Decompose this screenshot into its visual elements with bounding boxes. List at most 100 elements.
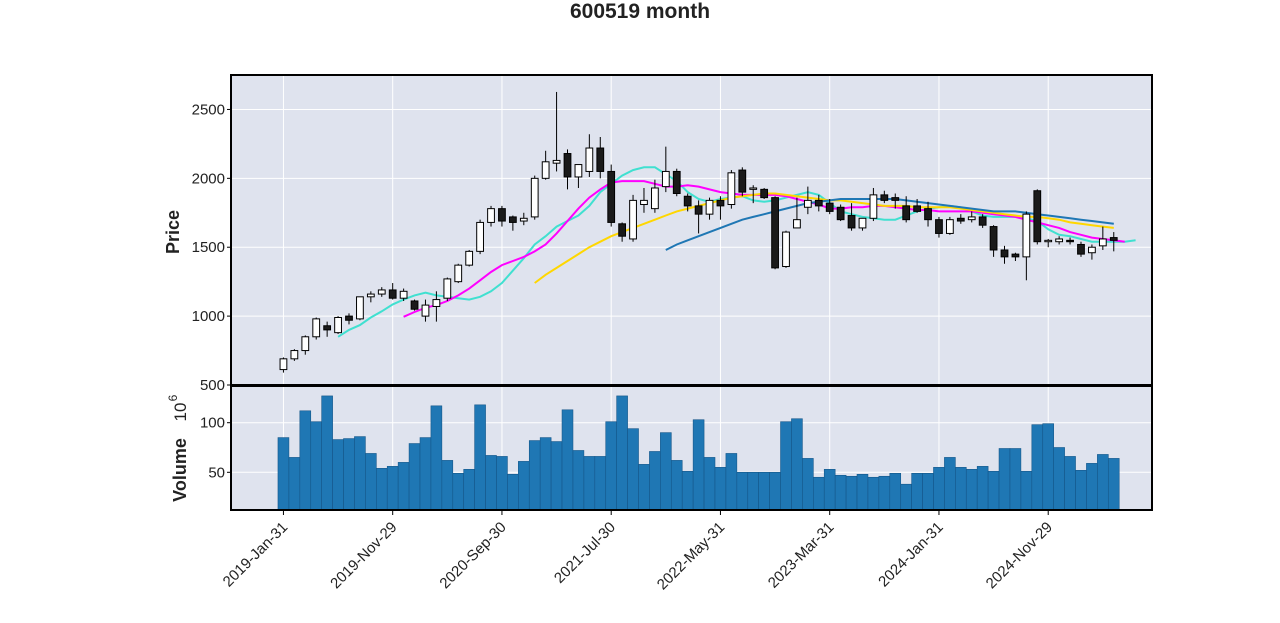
volume-bar bbox=[780, 421, 792, 511]
volume-bar bbox=[813, 476, 825, 511]
candle-body bbox=[749, 187, 758, 190]
candle-body bbox=[1077, 243, 1085, 255]
volume-bar bbox=[365, 453, 377, 511]
volume-bar bbox=[354, 436, 366, 511]
candle-body bbox=[530, 177, 539, 218]
candle-body bbox=[640, 199, 648, 206]
candle-body bbox=[487, 208, 495, 223]
volume-bar bbox=[944, 457, 956, 511]
volume-bar bbox=[976, 466, 989, 511]
volume-bar bbox=[518, 461, 530, 511]
volume-bar bbox=[769, 472, 781, 511]
candle-body bbox=[454, 264, 463, 283]
volume-bar bbox=[485, 455, 497, 511]
volume-bar bbox=[343, 438, 355, 511]
volume-tick-label: 100 bbox=[200, 415, 225, 432]
volume-bar bbox=[1031, 424, 1044, 511]
volume-bar bbox=[539, 437, 552, 511]
volume-bar bbox=[660, 432, 672, 511]
volume-bar bbox=[1042, 423, 1054, 511]
candle-body bbox=[1088, 246, 1096, 254]
candle-body bbox=[891, 197, 900, 201]
x-tick-label: 2024-Nov-29 bbox=[983, 519, 1056, 592]
volume-bar bbox=[878, 475, 891, 511]
volume-bar bbox=[332, 439, 344, 511]
volume-bar bbox=[397, 462, 410, 511]
volume-bar bbox=[419, 437, 432, 511]
candle-body bbox=[814, 199, 823, 207]
candle-body bbox=[836, 206, 845, 221]
candle-body bbox=[519, 217, 528, 222]
candle-body bbox=[771, 197, 779, 269]
candle-body bbox=[924, 208, 932, 221]
candle-body bbox=[847, 215, 856, 229]
volume-bar bbox=[998, 448, 1011, 511]
volume-bar bbox=[605, 421, 617, 511]
candle-body bbox=[1000, 249, 1009, 258]
volume-bar bbox=[288, 457, 301, 511]
volume-bar bbox=[1086, 463, 1098, 511]
price-tick-label: 2000 bbox=[192, 170, 225, 187]
candle-body bbox=[334, 316, 342, 334]
x-tick-label: 2019-Jan-31 bbox=[220, 519, 292, 591]
candle-body bbox=[716, 199, 725, 207]
volume-bar bbox=[670, 460, 683, 511]
volume-bar bbox=[845, 475, 858, 511]
candle-body bbox=[727, 172, 736, 206]
candle-body bbox=[825, 202, 834, 212]
candle-body bbox=[323, 325, 332, 331]
volume-tick-label: 50 bbox=[208, 464, 225, 481]
x-tick-label: 2021-Jul-30 bbox=[551, 519, 619, 587]
candle-body bbox=[421, 304, 430, 317]
candle-body bbox=[290, 350, 299, 360]
candle-body bbox=[651, 187, 659, 210]
candle-body bbox=[563, 153, 572, 178]
volume-bar bbox=[834, 474, 847, 511]
volume-bar bbox=[987, 471, 1000, 511]
volume-bar bbox=[681, 471, 694, 511]
candle-body bbox=[672, 170, 681, 194]
x-tick-label: 2022-May-31 bbox=[654, 519, 729, 594]
candle-body bbox=[399, 290, 408, 299]
volume-scale-base: 10 bbox=[171, 403, 190, 422]
candle-body bbox=[465, 250, 474, 266]
candle-body bbox=[345, 315, 353, 321]
volume-bar bbox=[463, 469, 475, 511]
price-panel-background bbox=[231, 75, 1152, 385]
candle-body bbox=[683, 195, 692, 207]
candle-body bbox=[629, 199, 637, 240]
volume-bars bbox=[277, 395, 1120, 511]
candle-body bbox=[760, 188, 769, 199]
volume-bar bbox=[725, 453, 738, 511]
candle-body bbox=[1022, 213, 1031, 258]
candle-body bbox=[1066, 239, 1074, 243]
volume-bar bbox=[583, 456, 596, 511]
candle-body bbox=[1055, 238, 1064, 243]
candle-body bbox=[956, 217, 965, 222]
volume-bar bbox=[714, 467, 727, 511]
candle-body bbox=[1109, 237, 1118, 241]
volume-bar bbox=[955, 467, 967, 511]
price-tick-label: 2500 bbox=[192, 101, 225, 118]
candle-body bbox=[661, 170, 670, 188]
volume-bar bbox=[408, 443, 421, 511]
candle-body bbox=[279, 358, 288, 371]
volume-bar bbox=[1107, 458, 1120, 511]
candle-body bbox=[476, 221, 484, 252]
volume-bar bbox=[616, 395, 628, 511]
candle-body bbox=[1011, 253, 1020, 258]
volume-bar bbox=[965, 469, 978, 511]
candle-body bbox=[1033, 190, 1042, 243]
candle-body bbox=[356, 296, 364, 320]
candle-body bbox=[377, 289, 386, 295]
candle-body bbox=[508, 216, 517, 223]
volume-bar bbox=[703, 457, 716, 511]
x-tick-label: 2020-Sep-30 bbox=[436, 519, 509, 592]
candle-body bbox=[738, 169, 747, 193]
candle-body bbox=[793, 219, 801, 229]
candle-body bbox=[301, 336, 310, 352]
candle-body bbox=[366, 293, 375, 298]
volume-bar bbox=[277, 437, 290, 511]
x-tick-label: 2019-Nov-29 bbox=[327, 519, 400, 592]
